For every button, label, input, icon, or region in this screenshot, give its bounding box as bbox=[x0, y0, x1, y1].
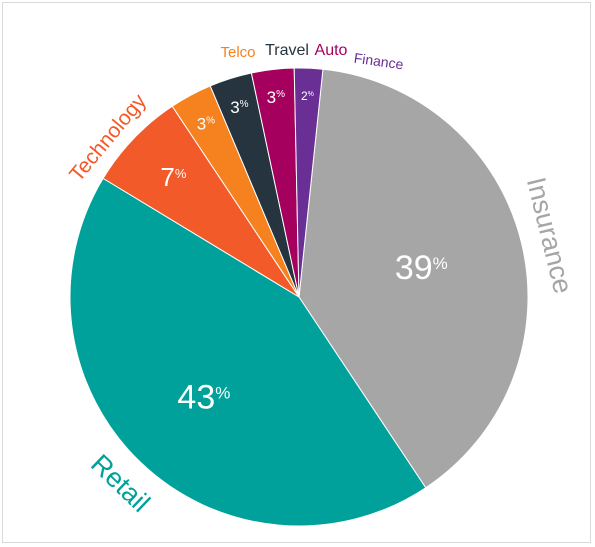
category-label-telco: Telco bbox=[220, 44, 255, 61]
percent-label-auto: 3% bbox=[267, 88, 285, 107]
percent-label-insurance: 39% bbox=[395, 249, 448, 287]
slice-finance bbox=[293, 67, 324, 298]
category-label-auto: Auto bbox=[315, 42, 348, 59]
pie-slices bbox=[69, 67, 529, 527]
category-label-insurance: Insurance bbox=[521, 174, 578, 296]
slice-retail bbox=[69, 177, 427, 527]
percent-label-travel: 3% bbox=[230, 98, 248, 117]
category-label-finance: Finance bbox=[353, 50, 405, 73]
percent-label-finance: 2% bbox=[301, 89, 314, 103]
percent-label-technology: 7% bbox=[160, 162, 186, 192]
category-label-travel: Travel bbox=[265, 42, 309, 59]
percent-label-retail: 43% bbox=[177, 378, 230, 416]
percent-labels: 39% 43% 7% 3% 3% 3% 2% bbox=[160, 88, 448, 416]
percent-label-telco: 3% bbox=[197, 115, 215, 134]
